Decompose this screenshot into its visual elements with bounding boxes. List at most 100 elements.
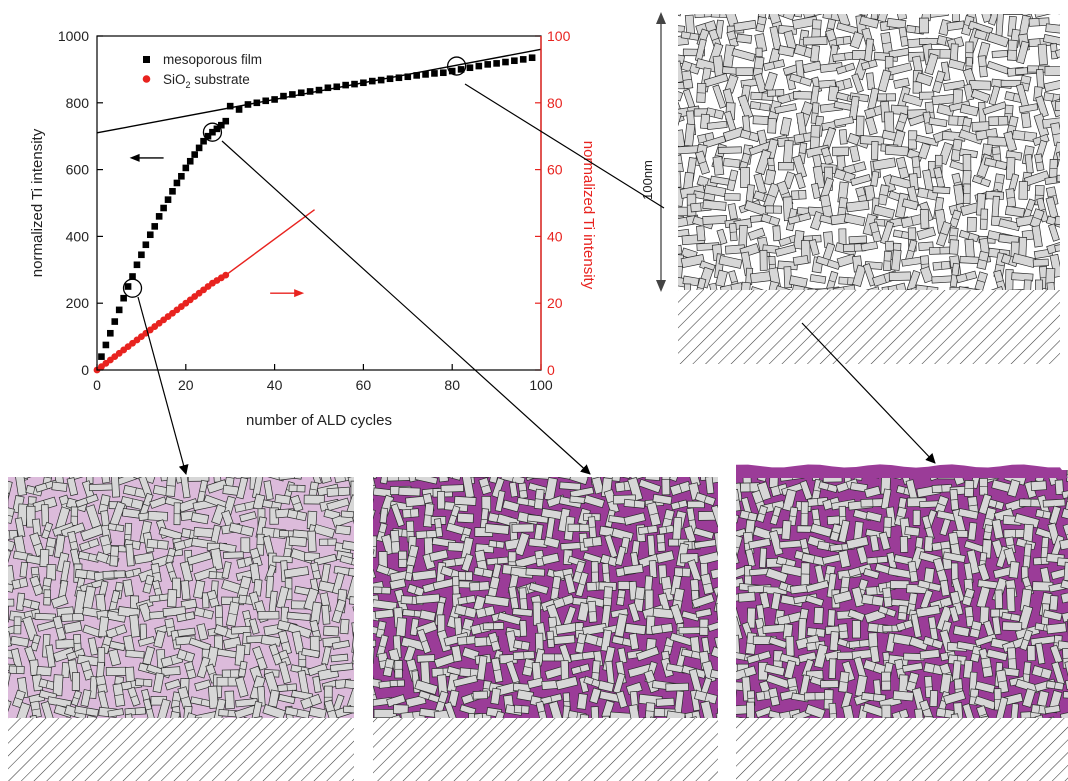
pore-wall-block	[578, 713, 590, 718]
pore-wall-divider	[996, 280, 1004, 283]
pore-wall-divider	[979, 65, 987, 67]
pore-wall-block	[843, 213, 866, 227]
pore-wall-block	[105, 666, 127, 677]
pore-wall-block	[977, 563, 991, 582]
pore-wall-divider	[896, 515, 905, 518]
pore-wall-block	[988, 85, 1001, 106]
film-data-point	[519, 56, 527, 63]
pore-wall-block	[832, 146, 849, 157]
pore-wall-block	[782, 139, 794, 165]
pore-wall-divider	[827, 483, 830, 491]
pore-wall-divider	[105, 555, 110, 564]
pore-wall-divider	[495, 541, 498, 548]
pore-wall-divider	[678, 501, 681, 509]
pore-wall-divider	[980, 177, 983, 185]
pore-wall-divider	[879, 193, 888, 196]
pore-wall-divider	[759, 102, 762, 110]
film-data-point	[218, 121, 225, 129]
pore-wall-divider	[772, 61, 776, 69]
film-data-point	[209, 128, 216, 136]
pore-wall-block	[736, 577, 745, 590]
pore-wall-divider	[186, 668, 195, 672]
pore-wall-divider	[822, 205, 831, 208]
pore-wall-block	[964, 238, 975, 258]
pore-wall-divider	[649, 512, 659, 516]
pore-wall-divider	[295, 511, 299, 519]
pore-wall-block	[239, 511, 257, 523]
pore-wall-block	[706, 120, 728, 131]
pore-wall-divider	[281, 656, 289, 660]
pore-wall-block	[912, 509, 921, 526]
film-data-point	[222, 117, 230, 125]
pore-wall-divider	[982, 666, 992, 669]
pore-wall-block	[638, 478, 662, 494]
pore-wall-block	[991, 616, 1002, 636]
pore-wall-divider	[951, 217, 959, 221]
pore-wall-divider	[1008, 124, 1017, 127]
pore-wall-block	[224, 690, 235, 710]
pore-wall-divider	[189, 529, 192, 539]
pore-wall-block	[301, 647, 321, 659]
pore-wall-block	[812, 165, 826, 189]
pore-wall-block	[1032, 258, 1049, 267]
pore-wall-block	[373, 709, 397, 718]
pore-wall-divider	[972, 652, 980, 656]
pore-wall-block	[8, 538, 16, 552]
pore-wall-block	[364, 520, 371, 537]
pore-wall-divider	[672, 472, 678, 474]
pore-wall-divider	[748, 131, 752, 140]
pore-wall-block	[8, 631, 13, 648]
pore-wall-block	[783, 659, 797, 680]
pore-wall-block	[717, 481, 718, 503]
pore-wall-block	[1035, 95, 1049, 118]
pore-wall-block	[709, 669, 718, 681]
pore-wall-block	[488, 477, 501, 484]
pore-wall-block	[740, 167, 750, 188]
pore-wall-divider	[1023, 638, 1030, 642]
pore-wall-divider	[239, 668, 246, 670]
pore-wall-block	[762, 623, 786, 634]
pore-wall-block	[924, 52, 939, 76]
pore-wall-block	[655, 550, 675, 564]
pore-wall-block	[951, 660, 962, 682]
pore-wall-block	[1058, 120, 1060, 135]
pore-wall-divider	[86, 570, 88, 579]
pore-wall-divider	[591, 472, 599, 473]
pore-wall-divider	[1006, 544, 1015, 547]
film-data-point	[204, 132, 212, 140]
pore-wall-block	[386, 694, 406, 708]
x-tick-label: 100	[529, 377, 553, 393]
pore-wall-block	[951, 577, 966, 603]
pore-wall-block	[914, 708, 925, 718]
pore-wall-block	[484, 594, 510, 608]
film-data-point	[182, 164, 190, 172]
pore-wall-block	[52, 674, 64, 697]
pore-wall-block	[374, 608, 394, 620]
pore-wall-block	[138, 602, 153, 622]
pore-wall-block	[457, 512, 474, 524]
pore-wall-divider	[741, 160, 749, 164]
pore-wall-divider	[335, 609, 343, 613]
pore-wall-block	[1045, 23, 1060, 34]
pore-wall-divider	[225, 628, 229, 637]
pore-wall-block	[590, 706, 600, 718]
pore-wall-divider	[1054, 682, 1056, 689]
pore-wall-divider	[914, 26, 917, 34]
pore-wall-block	[970, 88, 991, 103]
pore-wall-divider	[720, 532, 727, 534]
circled-points	[122, 56, 467, 298]
pore-wall-divider	[209, 597, 218, 601]
pore-wall-block	[765, 280, 780, 290]
pore-wall-divider	[671, 290, 672, 296]
pore-wall-divider	[552, 587, 560, 589]
pore-wall-block	[544, 467, 562, 475]
pore-wall-block	[648, 560, 658, 579]
pore-wall-block	[995, 696, 1009, 718]
pore-wall-divider	[908, 603, 916, 605]
pore-wall-divider	[450, 569, 454, 577]
pore-wall-divider	[922, 708, 930, 712]
pore-wall-divider	[747, 512, 750, 520]
pore-wall-block	[40, 700, 54, 718]
pore-wall-divider	[910, 216, 914, 226]
film-data-point	[186, 157, 194, 165]
